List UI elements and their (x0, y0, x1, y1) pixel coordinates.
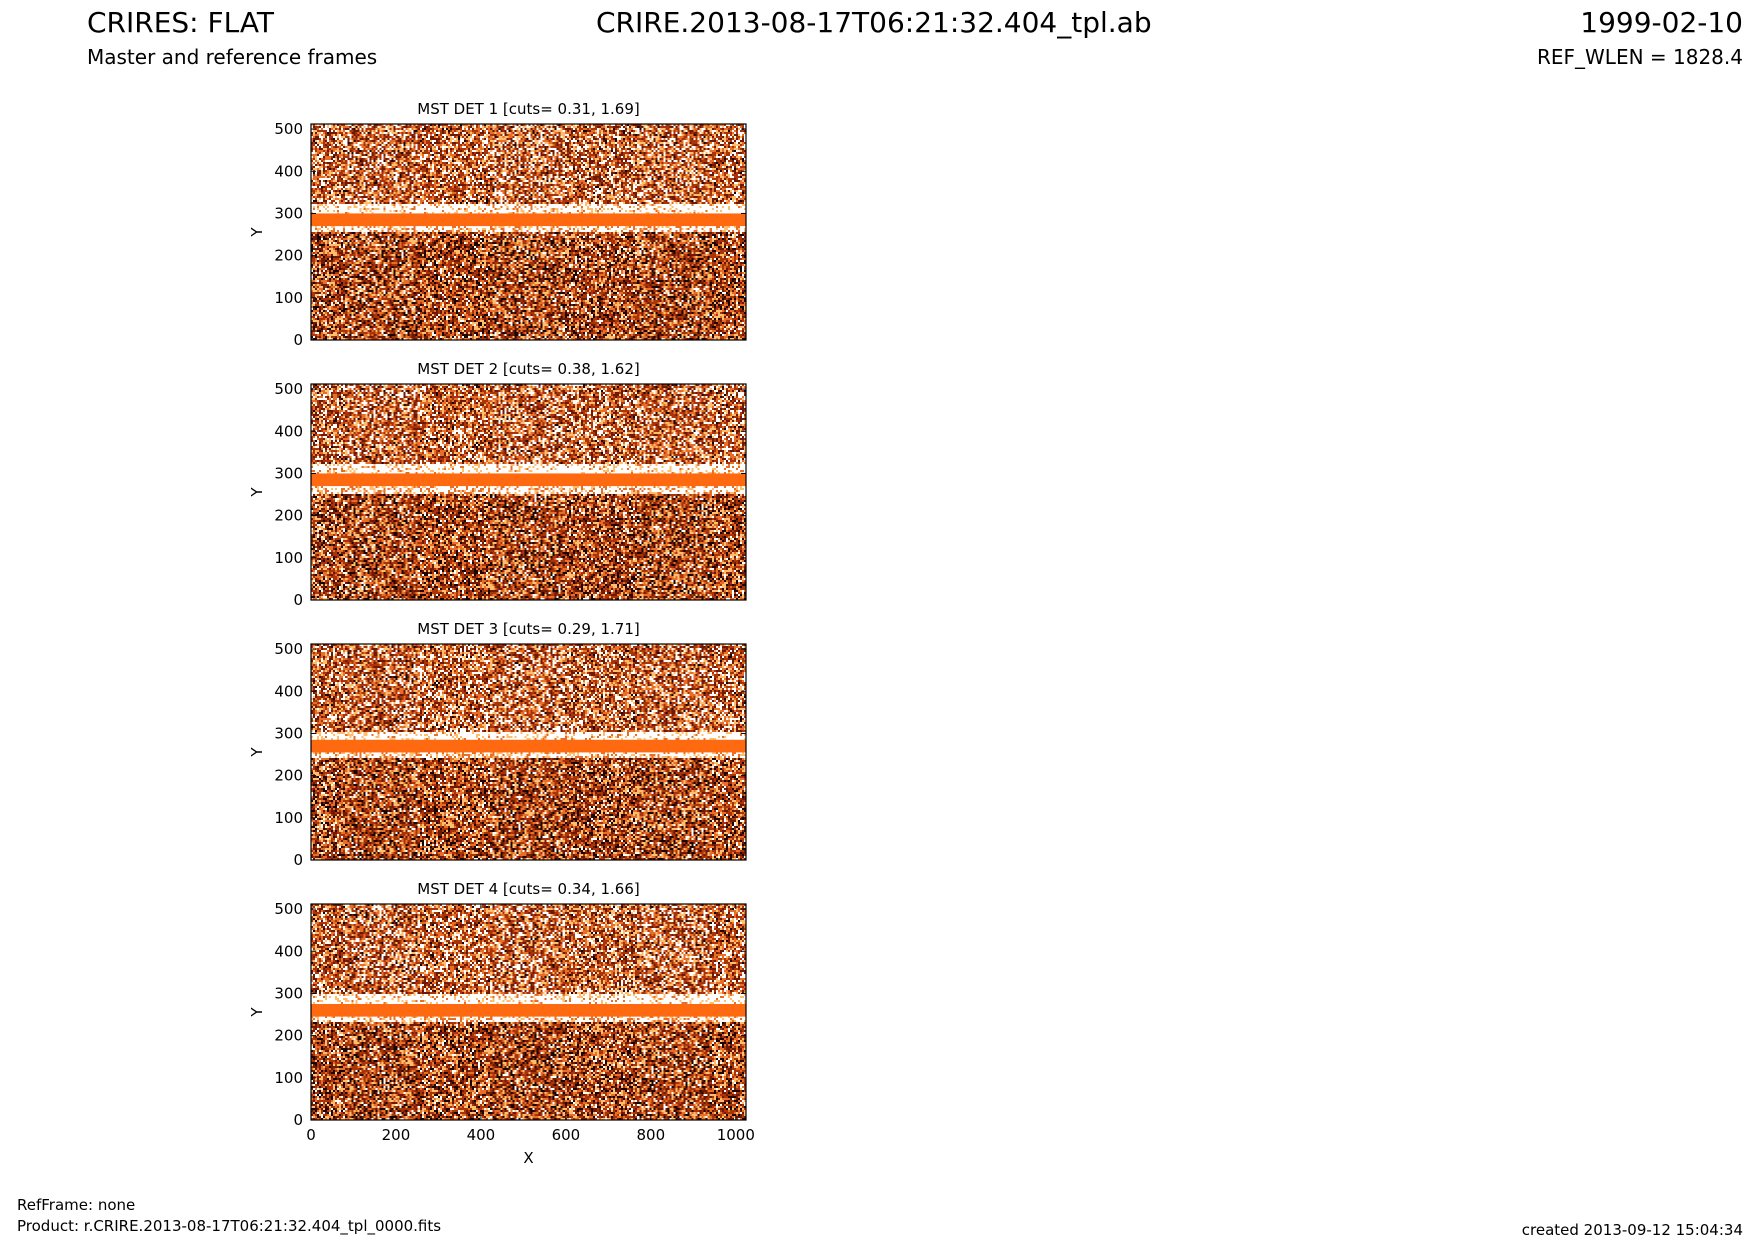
panel-title: MST DET 1 [cuts= 0.31, 1.69] (417, 100, 640, 118)
y-tick-label: 300 (274, 204, 303, 222)
x-tick-label: 600 (552, 1126, 581, 1144)
y-tick-label: 400 (274, 682, 303, 700)
axes-frame (310, 383, 747, 601)
order-band (311, 473, 746, 487)
y-tick-label: 100 (274, 809, 303, 827)
y-tick-label: 0 (293, 1111, 303, 1129)
y-tick-label: 500 (274, 640, 303, 658)
x-tick-label: 200 (382, 1126, 411, 1144)
axes-frame (310, 903, 747, 1121)
x-tick-label: 1000 (717, 1126, 755, 1144)
y-tick-label: 100 (274, 1069, 303, 1087)
y-tick-label: 500 (274, 900, 303, 918)
figure-title: CRIRES: FLAT (87, 6, 274, 39)
axes-frame (310, 123, 747, 341)
y-tick-label: 300 (274, 984, 303, 1002)
y-tick-label: 200 (274, 507, 303, 525)
y-tick-label: 500 (274, 120, 303, 138)
product-filename: Product: r.CRIRE.2013-08-17T06:21:32.404… (17, 1217, 442, 1235)
x-tick-label: 400 (467, 1126, 496, 1144)
y-tick-label: 200 (274, 767, 303, 785)
order-band (311, 213, 746, 227)
detector-panel: MST DET 3 [cuts= 0.29, 1.71] 0 100 200 300 40… (248, 620, 747, 869)
y-tick-label: 300 (274, 724, 303, 742)
panel-title: MST DET 4 [cuts= 0.34, 1.66] (417, 880, 640, 898)
x-axis-label: X (523, 1149, 533, 1167)
panel-title: MST DET 2 [cuts= 0.38, 1.62] (417, 360, 640, 378)
observation-date: 1999-02-10 (1580, 6, 1743, 39)
y-tick-label: 400 (274, 942, 303, 960)
detector-panel: MST DET 2 [cuts= 0.38, 1.62] 0 100 200 300 40… (248, 360, 747, 609)
order-band (311, 1003, 746, 1017)
x-tick-label: 0 (306, 1126, 316, 1144)
detector-image (311, 384, 746, 600)
reference-wavelength: REF_WLEN = 1828.4 (1536, 45, 1743, 69)
detector-panel: MST DET 1 [cuts= 0.31, 1.69] 0 100 200 300 40… (248, 100, 747, 349)
figure-subtitle: Master and reference frames (87, 45, 378, 69)
y-axis-label: Y (248, 1007, 266, 1018)
axes-frame (310, 643, 747, 861)
y-tick-label: 0 (293, 851, 303, 869)
y-tick-label: 100 (274, 289, 303, 307)
detector-panel: MST DET 4 [cuts= 0.34, 1.66] 0 100 200 300 40… (248, 880, 755, 1167)
y-tick-label: 200 (274, 1027, 303, 1045)
y-axis-label: Y (248, 487, 266, 498)
y-axis-label: Y (248, 747, 266, 758)
y-tick-label: 500 (274, 380, 303, 398)
y-tick-label: 200 (274, 247, 303, 265)
y-tick-label: 300 (274, 464, 303, 482)
template-name: CRIRE.2013-08-17T06:21:32.404_tpl.ab (596, 6, 1152, 39)
refframe-label: RefFrame: none (17, 1196, 136, 1214)
y-tick-label: 400 (274, 422, 303, 440)
order-band (311, 739, 746, 753)
detector-image (311, 124, 746, 340)
x-tick-label: 800 (637, 1126, 666, 1144)
created-timestamp: created 2013-09-12 15:04:34 (1521, 1221, 1743, 1239)
y-tick-label: 400 (274, 162, 303, 180)
y-axis-label: Y (248, 227, 266, 238)
y-tick-label: 0 (293, 331, 303, 349)
panel-title: MST DET 3 [cuts= 0.29, 1.71] (417, 620, 640, 638)
y-tick-label: 100 (274, 549, 303, 567)
y-tick-label: 0 (293, 591, 303, 609)
